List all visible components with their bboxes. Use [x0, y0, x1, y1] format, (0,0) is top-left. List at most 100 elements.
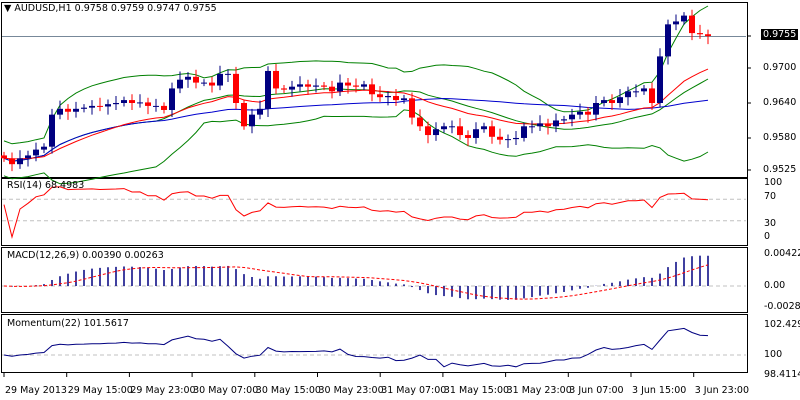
dropdown-triangle-icon[interactable]: ▼	[4, 3, 12, 14]
candle	[585, 111, 591, 115]
candle	[233, 73, 239, 103]
candle	[705, 34, 711, 36]
candle	[673, 21, 679, 25]
main-pane	[1, 2, 748, 178]
candle	[273, 70, 279, 89]
candle	[25, 155, 31, 159]
x-tick-label: 31 May 23:00	[506, 385, 572, 396]
candle	[633, 91, 639, 93]
candle	[441, 126, 447, 130]
bollinger-upper-line	[3, 5, 709, 145]
candle	[17, 158, 23, 165]
candle	[225, 73, 231, 75]
x-tick-label: 30 May 23:00	[318, 385, 384, 396]
candle	[609, 100, 615, 103]
price-tick: 0.9700	[763, 62, 797, 73]
candle	[537, 123, 543, 127]
candle	[49, 114, 55, 147]
candle	[1, 155, 7, 159]
candle	[129, 100, 135, 103]
x-tick-label: 3 Jun 15:00	[632, 385, 687, 396]
candle	[105, 104, 111, 107]
candle	[465, 135, 471, 138]
candle	[217, 73, 223, 86]
candle	[353, 85, 359, 87]
symbol-label: AUDUSD,H1	[14, 3, 72, 14]
macd-signal-line	[3, 264, 709, 300]
candle	[657, 56, 663, 103]
chart-marks	[1, 5, 746, 368]
candle	[201, 82, 207, 84]
candle	[577, 111, 583, 115]
candle	[361, 84, 367, 87]
candle	[33, 149, 39, 156]
candle	[561, 119, 567, 121]
candle	[281, 88, 287, 90]
candle	[545, 123, 551, 127]
price-tick: 0.9580	[763, 132, 797, 143]
pane-frames	[1, 2, 751, 377]
candle	[313, 85, 319, 87]
rsi-tick: 70	[764, 191, 777, 202]
candle	[505, 139, 511, 141]
x-tick-label: 3 Jun 23:00	[694, 385, 749, 396]
candle	[489, 126, 495, 137]
x-tick-label: 3 Jun 07:00	[569, 385, 624, 396]
x-tick-label: 29 May 2013	[5, 385, 67, 396]
candle	[113, 102, 119, 105]
rsi-tick: 30	[764, 218, 777, 229]
macd-tick: 0.00422	[764, 248, 800, 259]
x-tick-label: 30 May 07:00	[193, 385, 259, 396]
rsi-label: RSI(14) 68.4983	[7, 180, 85, 191]
candle	[681, 15, 687, 22]
candle	[305, 84, 311, 87]
bollinger-lower-line	[3, 109, 709, 185]
rsi-tick: 100	[764, 177, 783, 188]
candle	[513, 137, 519, 140]
price-tick: 0.9525	[763, 164, 797, 175]
candle	[89, 105, 95, 108]
candle	[257, 108, 263, 115]
candle	[369, 84, 375, 95]
momentum-line	[3, 327, 709, 368]
candle	[409, 98, 415, 118]
candle	[121, 100, 127, 103]
candle	[137, 102, 143, 104]
candle	[177, 79, 183, 89]
candle	[97, 105, 103, 107]
chart-title: ▼ AUDUSD,H1 0.9758 0.9759 0.9747 0.9755	[4, 3, 217, 14]
candle	[193, 76, 199, 83]
candle	[329, 86, 335, 92]
momentum-tick: 98.4114	[764, 369, 800, 380]
candle	[337, 82, 343, 92]
candle	[649, 88, 655, 103]
candle	[57, 108, 63, 115]
macd-pane	[1, 247, 748, 313]
macd-tick: -0.00287	[764, 301, 800, 312]
candle	[481, 126, 487, 130]
momentum-label: Momentum(22) 101.5617	[7, 318, 129, 329]
x-tick-label: 29 May 15:00	[67, 385, 133, 396]
candle	[601, 100, 607, 103]
candle	[153, 105, 159, 107]
candle	[697, 33, 703, 35]
rsi-line	[3, 186, 709, 239]
momentum-tick: 102.4297	[764, 319, 800, 330]
candle	[169, 88, 175, 110]
candle	[393, 96, 399, 101]
candle	[209, 82, 215, 86]
candle	[473, 129, 479, 138]
candle	[641, 88, 647, 92]
ohlc-values: 0.9758 0.9759 0.9747 0.9755	[74, 3, 217, 14]
candle	[81, 107, 87, 109]
candle	[425, 126, 431, 136]
candle	[185, 76, 191, 80]
slow-ma-line	[3, 97, 709, 162]
candle	[665, 24, 671, 57]
candle	[521, 126, 527, 138]
x-tick-label: 31 May 07:00	[381, 385, 447, 396]
x-tick-label: 30 May 15:00	[255, 385, 321, 396]
price-tick: 0.9640	[763, 97, 797, 108]
candle	[689, 15, 695, 34]
momentum-tick: 100	[764, 349, 783, 360]
